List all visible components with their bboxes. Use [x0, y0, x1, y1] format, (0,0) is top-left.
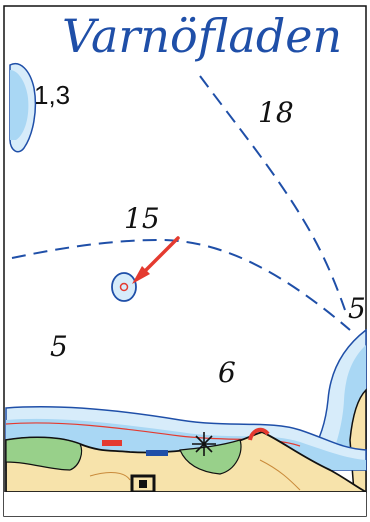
- depth-label-6: 6: [218, 356, 236, 389]
- rock-marker[interactable]: [111, 272, 137, 302]
- shore-bottom-land: [5, 427, 367, 494]
- shoal-top-left: [9, 63, 37, 153]
- sounding-label-top-left: 1,3: [34, 80, 70, 110]
- depth-label-15: 15: [124, 202, 160, 235]
- depth-label-18: 18: [258, 96, 294, 129]
- depth-label-5-left: 5: [50, 330, 68, 363]
- chart-bottom-margin: [4, 492, 366, 516]
- depth-contour-dashed-right: [199, 75, 346, 311]
- depth-label-5-right: 5: [348, 292, 366, 325]
- chart-title: Varnöfladen: [62, 9, 342, 63]
- depth-contour-dashed-middle: [11, 238, 351, 331]
- pointer-arrow: [132, 236, 180, 284]
